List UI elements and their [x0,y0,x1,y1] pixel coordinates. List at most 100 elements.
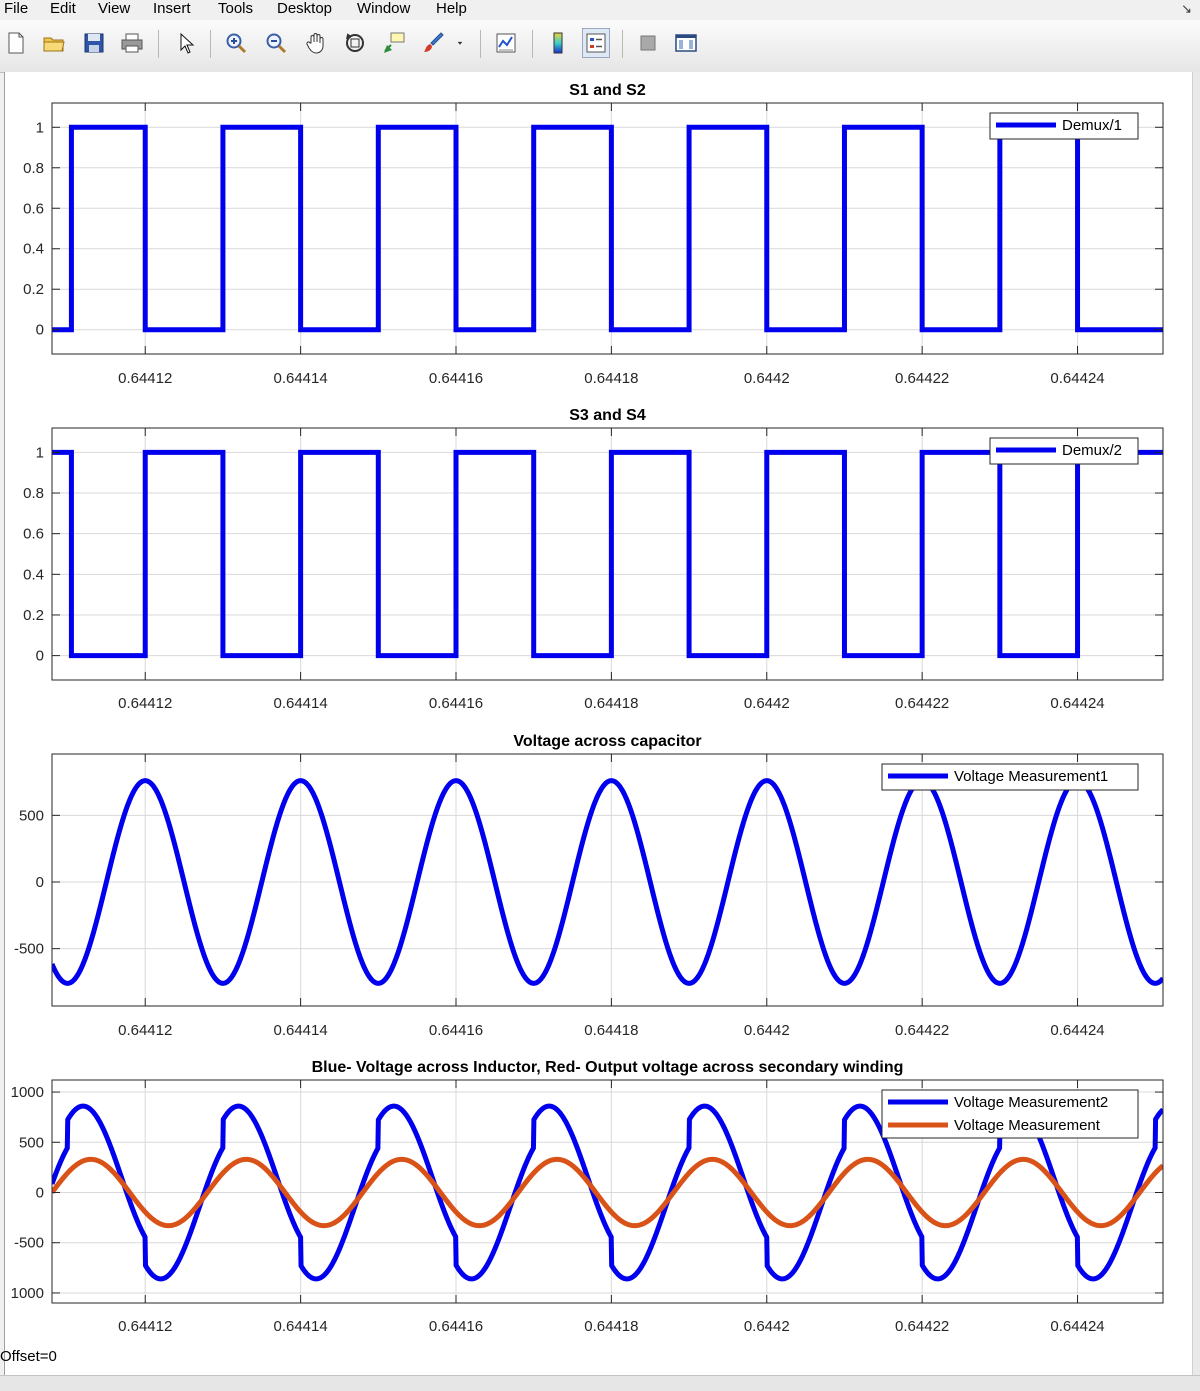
open-file-icon [43,37,65,52]
x-tick-label: 0.64412 [118,695,172,712]
x-tick-label: 0.6442 [744,1318,790,1335]
link-plot-button[interactable] [492,28,520,58]
toolbar-separator [158,30,159,58]
x-tick-label: 0.64422 [895,1318,949,1335]
brush-button[interactable] [419,28,447,58]
plot-area[interactable] [52,754,1163,1006]
axes-box [51,753,1164,1007]
y-tick-label: 0.6 [23,200,44,217]
y-tick-label: 0.2 [23,607,44,624]
x-tick-label: 0.64418 [584,1318,638,1335]
menu-file[interactable]: File [4,0,29,17]
zoom-out-button[interactable] [262,28,290,58]
x-tick-label: 0.64412 [118,1022,172,1039]
menu-view[interactable]: View [98,0,131,17]
legend[interactable]: Voltage Measurement1 [881,763,1139,791]
pointer-button[interactable] [172,28,200,58]
open-file-button[interactable] [40,28,68,58]
x-tick-label: 0.64424 [1050,1022,1104,1039]
y-tick-label: 0.4 [23,241,44,258]
brush-icon [424,32,444,52]
new-figure-button[interactable] [2,28,30,58]
save-icon [84,33,104,53]
x-tick-label: 0.64416 [429,1022,483,1039]
x-tick-label: 0.64414 [273,1022,327,1039]
show-plot-tools-icon [675,34,697,52]
print-icon [121,33,143,53]
brush-dropdown-icon [457,41,463,45]
y-tick-label: 500 [19,807,44,824]
menu-window[interactable]: Window [357,0,411,17]
hide-plot-tools-button[interactable] [634,28,662,58]
legend-entry-voltage-measurement2: Voltage Measurement2 [954,1094,1108,1111]
legend-button[interactable] [582,28,610,58]
axes-box [51,102,1164,355]
y-tick-label: 0.4 [23,566,44,583]
chart-panel-3: 0.64412 0.64414 0.64416 0.64418 0.6442 0.6442… [14,733,1164,1039]
y-tick-label: 0 [36,874,44,891]
pan-hand-icon [306,33,324,54]
legend-entry-voltage-measurement: Voltage Measurement [954,1117,1101,1134]
chart-title: S3 and S4 [569,407,646,424]
legend-entry-demux-2: Demux/2 [1062,442,1122,459]
brush-dropdown-button[interactable] [452,28,468,58]
series-line-voltage-measurement[interactable] [52,1156,1163,1229]
chart-panel-4: 0.64412 0.64414 0.64416 0.64418 0.6442 0.6442… [11,1059,1164,1335]
zoom-in-button[interactable] [222,28,250,58]
chart-panel-2: 0.64412 0.64414 0.64416 0.64418 0.6442 0.6442… [23,407,1164,712]
save-button[interactable] [80,28,108,58]
y-tick-label: 0 [36,1185,44,1202]
data-cursor-icon [384,32,405,53]
pointer-icon [180,32,195,54]
print-button[interactable] [118,28,146,58]
y-tick-label: 1000 [11,1084,44,1101]
menu-insert[interactable]: Insert [153,0,191,17]
toolbar-separator [210,30,211,58]
x-tick-label: 0.6442 [744,370,790,387]
data-cursor-button[interactable] [380,28,408,58]
pan-button[interactable] [302,28,330,58]
window-status-strip [0,1375,1200,1391]
x-tick-label: 0.64422 [895,370,949,387]
colorbar-button[interactable] [544,28,572,58]
menu-tools[interactable]: Tools [218,0,254,17]
legend[interactable]: Demux/2 [989,437,1139,465]
x-tick-label: 0.64416 [429,1318,483,1335]
offset-label: Offset=0 [0,1348,57,1365]
menu-edit[interactable]: Edit [50,0,76,17]
plot-area[interactable] [52,428,1163,680]
menu-help[interactable]: Help [436,0,467,17]
show-plot-tools-button[interactable] [672,28,700,58]
link-plot-icon [496,33,516,53]
y-tick-label: 1 [36,444,44,461]
y-tick-label: -500 [14,1235,44,1252]
rotate-3d-button[interactable] [341,28,369,58]
hide-plot-tools-icon [640,35,656,51]
menu-bar: File Edit View Insert Tools Desktop Wind… [0,0,1200,20]
new-figure-icon [8,32,24,54]
zoom-in-icon [226,33,247,54]
series-line-demux-1[interactable] [52,124,1163,333]
dock-arrow-icon[interactable]: ↘ [1181,1,1192,16]
legend[interactable]: Demux/1 [989,112,1139,140]
series-line-demux-2[interactable] [52,449,1163,659]
y-tick-label: 0 [36,322,44,339]
colorbar-icon [553,32,563,54]
x-tick-label: 0.6442 [744,695,790,712]
x-tick-label: 0.64422 [895,1022,949,1039]
x-tick-label: 0.64418 [584,1022,638,1039]
series-line-voltage-measurement1[interactable] [52,778,1163,986]
zoom-out-icon [266,33,287,54]
figure-toolbar [0,20,1200,73]
chart-panel-1: 0.64412 0.64414 0.64416 0.64418 0.6442 0.6442… [23,82,1164,387]
menu-desktop[interactable]: Desktop [277,0,333,17]
x-tick-label: 0.64412 [118,1318,172,1335]
y-tick-label: 1000 [11,1285,44,1302]
y-tick-label: 1 [36,119,44,136]
legend[interactable]: Voltage Measurement2 Voltage Measurement [881,1089,1139,1139]
toolbar-separator [622,30,623,58]
x-tick-label: 0.64412 [118,370,172,387]
toolbar-separator [532,30,533,58]
plot-area[interactable] [52,103,1163,354]
